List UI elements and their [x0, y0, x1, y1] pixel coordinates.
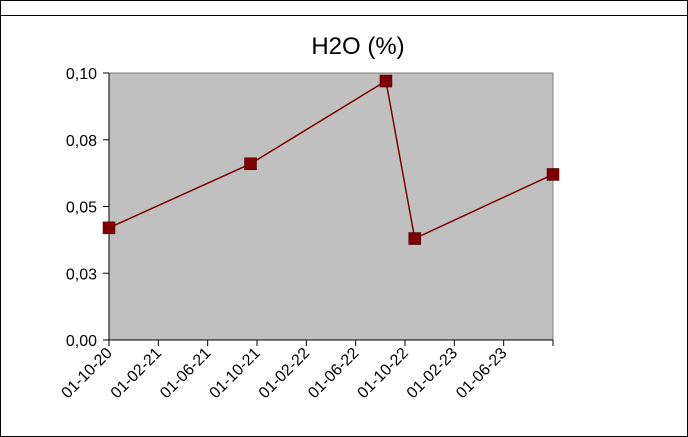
- chart-title: H2O (%): [311, 33, 404, 60]
- data-point-marker: [244, 157, 257, 171]
- x-tick-label: 01-02-23: [404, 345, 461, 402]
- y-tick-label: 0,00: [66, 333, 97, 350]
- x-tick-label: 01-06-21: [157, 345, 214, 402]
- y-tick-label: 0,08: [66, 133, 97, 150]
- data-point-marker: [379, 74, 393, 88]
- x-tick-label: 01-10-20: [59, 345, 116, 402]
- plot-area: [108, 72, 554, 341]
- x-tick-label: 01-10-21: [207, 345, 264, 402]
- x-tick-label: 01-06-23: [453, 345, 510, 402]
- y-tick-label: 0,05: [66, 200, 97, 217]
- x-tick-label: 01-06-22: [305, 345, 362, 402]
- window-top-strip: [1, 1, 687, 16]
- data-point-marker: [408, 232, 421, 245]
- x-tick-label: 01-02-22: [256, 345, 313, 402]
- x-tick-label: 01-02-21: [108, 345, 165, 402]
- x-tick-label: 01-10-22: [355, 345, 412, 402]
- y-tick-label: 0,10: [66, 66, 97, 83]
- data-point-marker: [546, 168, 560, 181]
- data-point-marker: [102, 221, 116, 235]
- y-tick-label: 0,03: [66, 266, 97, 283]
